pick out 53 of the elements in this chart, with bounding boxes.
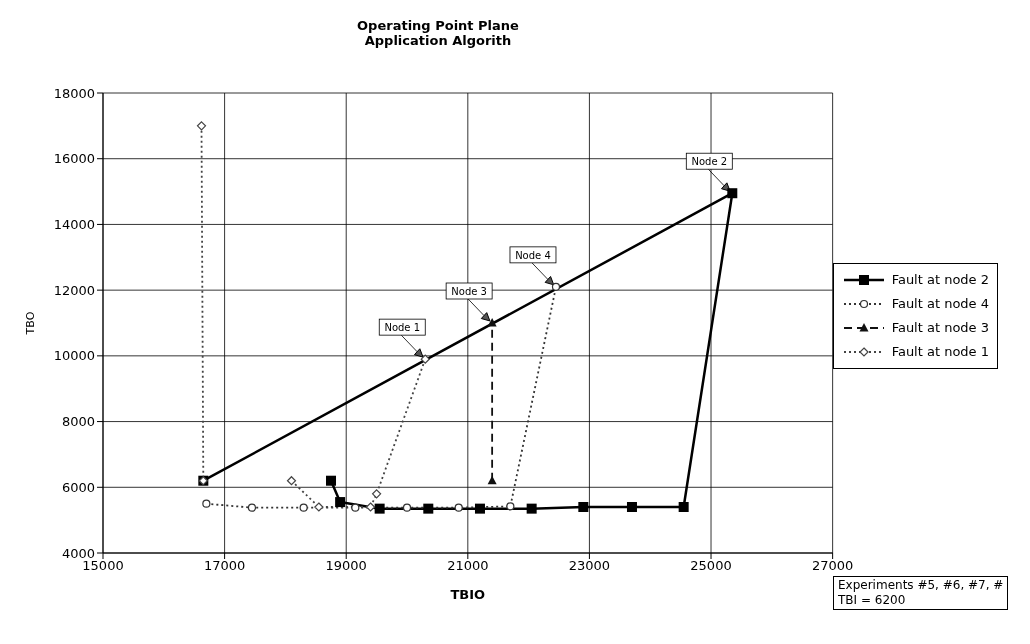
annotation: Node 2 [691, 156, 728, 168]
legend-label: Fault at node 4 [891, 296, 989, 311]
legend-label: Fault at node 3 [891, 320, 989, 335]
chart-title: Operating Point Plane [356, 18, 520, 33]
y-tick-label: 4000 [61, 545, 95, 561]
y-tick-label: 14000 [53, 217, 95, 233]
annotation: Node 4 [515, 249, 551, 261]
point [196, 121, 207, 131]
x-tick-label: 15000 [82, 558, 124, 574]
point [326, 475, 337, 486]
x-tick-label: 27000 [811, 558, 854, 574]
annotation: Node 3 [451, 286, 487, 297]
legend-label: Fault at node 1 [891, 344, 989, 359]
point [626, 502, 637, 512]
chart-subtitle: Application Algorith [363, 33, 513, 48]
y-tick-label: 12000 [53, 282, 95, 298]
point [454, 503, 463, 512]
x-axis-title: TBIO [450, 587, 486, 602]
point [286, 476, 297, 486]
x-tick-label: 17000 [203, 558, 246, 574]
point [551, 282, 561, 291]
x-tick-label: 25000 [690, 558, 732, 574]
y-tick-label: 6000 [61, 479, 95, 495]
point [299, 503, 308, 512]
y-tick-label: 18000 [53, 85, 95, 101]
y-tick-label: 16000 [53, 151, 95, 167]
y-tick-label: 8000 [61, 414, 95, 430]
x-tick-label: 19000 [325, 558, 367, 574]
point [727, 188, 738, 199]
point [506, 502, 515, 511]
x-tick-label: 23000 [568, 558, 611, 574]
text: TBI = 6200 [838, 593, 907, 608]
point [423, 503, 434, 514]
point [678, 502, 689, 512]
point [314, 502, 324, 512]
legend-label: Fault at node 2 [891, 272, 989, 287]
point [374, 503, 385, 514]
point [351, 503, 360, 512]
annotation: Node 1 [384, 322, 421, 334]
point [202, 499, 211, 508]
point [335, 497, 346, 508]
point [420, 354, 430, 364]
point [526, 503, 537, 514]
point [365, 502, 376, 512]
y-axis-title: TBO [23, 311, 37, 336]
point [474, 503, 485, 514]
x-tick-label: 21000 [447, 558, 489, 574]
point [247, 503, 257, 512]
point [372, 489, 382, 499]
y-tick-label: 10000 [53, 348, 95, 364]
text: Experiments #5, #6, #7, # [838, 578, 1004, 593]
point [578, 502, 589, 512]
point [402, 503, 412, 512]
